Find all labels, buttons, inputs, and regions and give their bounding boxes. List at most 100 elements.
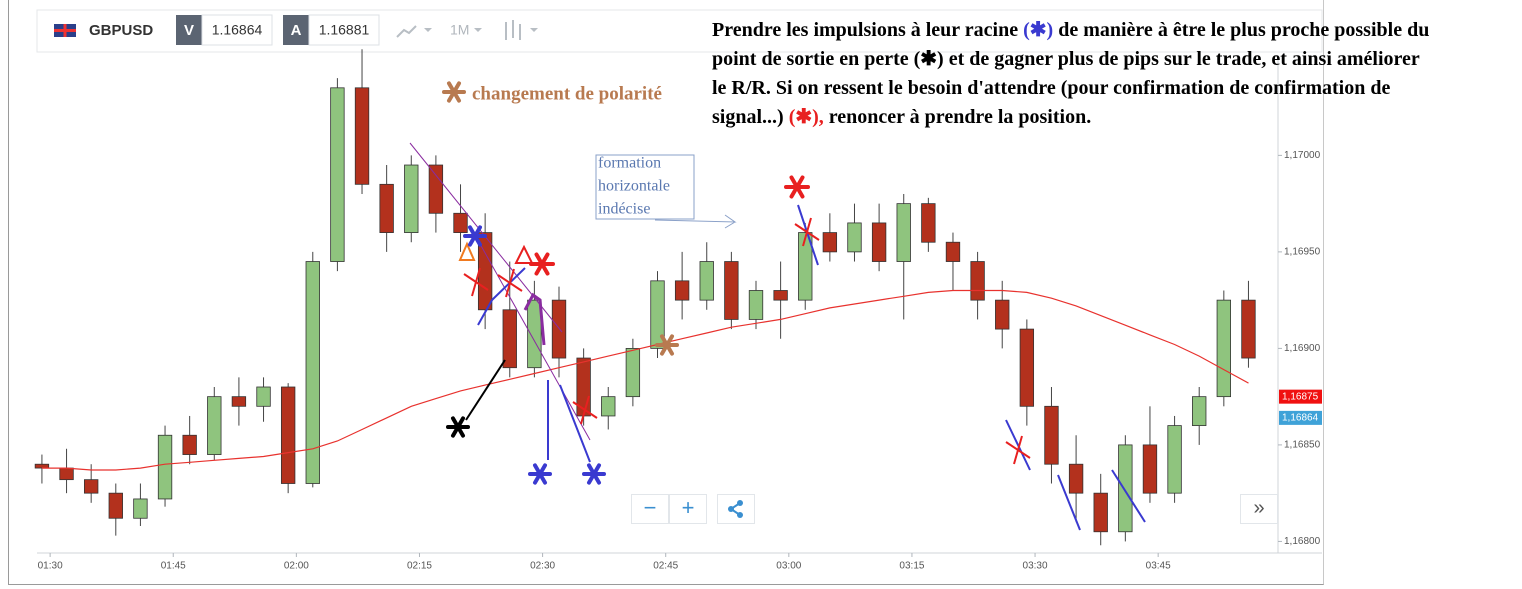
cross-mark [463, 267, 489, 297]
x-tick-label: 01:30 [38, 561, 63, 572]
arrow-line [797, 204, 819, 266]
arrow-line [1111, 469, 1146, 523]
candle-body [871, 222, 887, 262]
candle-body [1044, 405, 1059, 465]
ask-badge [283, 15, 309, 45]
candle-body [995, 299, 1010, 330]
candle-body [847, 222, 862, 253]
x-tick-label: 03:15 [899, 561, 924, 572]
scribble [523, 292, 546, 346]
candle-body [674, 280, 690, 301]
arrow-line [559, 384, 591, 463]
candle-body [157, 434, 173, 500]
asterisk [446, 416, 470, 438]
candle-body [502, 309, 517, 369]
candle-body [280, 386, 296, 484]
y-tick-label: 1,16850 [1284, 440, 1321, 451]
arrow-line [477, 299, 493, 326]
price-label: 1,16864 [1282, 413, 1319, 424]
ask-label: A [291, 22, 302, 39]
candle-body [83, 479, 99, 494]
zoom-in-button[interactable]: + [669, 494, 707, 524]
candles-icon[interactable] [505, 20, 521, 40]
bid-value: 1.16864 [212, 22, 263, 38]
asterisk-stroke [451, 416, 465, 438]
annotations: formation horizontale indécise changemen… [409, 81, 1146, 531]
dropdown-icon [474, 28, 482, 32]
dropdown-icon [424, 28, 432, 32]
x-tick-label: 02:45 [653, 561, 678, 572]
candle-body [724, 261, 739, 320]
candle-body [256, 386, 271, 407]
candle-body [428, 164, 444, 214]
paragraph-segment: Prendre les impulsions à leur racine [712, 19, 1024, 41]
share-button[interactable] [717, 494, 755, 524]
share-icon [728, 500, 743, 518]
paragraph-segment: (✱), [788, 106, 824, 128]
formation-text: horizontale [598, 178, 670, 195]
price-label-box [1279, 389, 1322, 404]
candle-body [798, 232, 813, 301]
candle-body [108, 492, 123, 519]
arrow-line [465, 359, 506, 421]
candle-body [404, 164, 419, 233]
x-tick-label: 02:00 [284, 561, 309, 572]
cross-mark [1005, 435, 1031, 465]
trend-line [474, 234, 591, 441]
candle-body [182, 434, 197, 455]
candle-body [822, 232, 838, 253]
candle-body [305, 261, 320, 484]
x-tick-label: 03:45 [1146, 561, 1171, 572]
ask-box [308, 14, 380, 46]
candle-body [1216, 299, 1232, 398]
arrow-line [1005, 419, 1031, 471]
cross-stroke [1013, 435, 1023, 465]
arrow-line [1057, 474, 1081, 531]
candle-body [59, 467, 74, 481]
bid-box [201, 14, 273, 46]
candle-body [921, 203, 936, 243]
formation-text: formation [598, 155, 661, 172]
y-tick-label: 1,17000 [1284, 150, 1321, 161]
chart-frame [8, 0, 1324, 585]
candle-body [453, 212, 468, 233]
candle-body [527, 299, 542, 369]
ask-value: 1.16881 [319, 22, 370, 38]
zoom-out-button[interactable]: − [631, 494, 669, 524]
candle-body [1142, 444, 1158, 494]
paragraph-segment: et de gagner plus de pips sur le trade, … [712, 48, 1420, 128]
candle-body [699, 261, 714, 301]
asterisk [784, 175, 810, 199]
dropdown-icon [530, 28, 538, 32]
paragraph-segment: de manière à être le plus proche possibl… [712, 19, 1430, 70]
asterisk-stroke [587, 463, 601, 485]
triangle [458, 241, 476, 261]
price-label-box [1279, 410, 1322, 425]
candle-body [1192, 396, 1207, 427]
bid-badge [176, 15, 202, 45]
asterisk [529, 252, 555, 276]
formation-box [595, 154, 695, 220]
asterisk-stroke [468, 225, 482, 247]
candle-body [379, 183, 394, 233]
candle-body [748, 290, 764, 320]
cross-stroke [802, 217, 812, 247]
expand-button[interactable]: » [1240, 494, 1278, 524]
timeframe[interactable]: 1M [450, 22, 469, 38]
paragraph-segment: renoncer à prendre la position. [823, 106, 1092, 128]
y-tick-label: 1,16800 [1284, 536, 1321, 547]
x-tick-label: 02:15 [407, 561, 432, 572]
y-tick-label: 1,16950 [1284, 247, 1321, 258]
paragraph-segment: (✱) [913, 48, 944, 70]
candle-body [231, 396, 247, 407]
candle-body [896, 203, 911, 262]
candle-body [133, 498, 148, 519]
cross-stroke [505, 268, 515, 298]
candle-body [945, 241, 961, 262]
asterisk [655, 334, 679, 356]
candle-body [1167, 425, 1182, 494]
x-tick-label: 03:00 [776, 561, 801, 572]
chart-type-icon[interactable] [396, 25, 417, 38]
